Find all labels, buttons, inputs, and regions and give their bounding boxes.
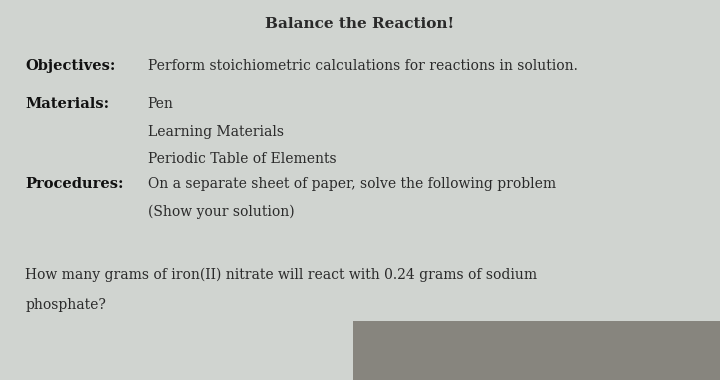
Text: How many grams of iron(II) nitrate will react with 0.24 grams of sodium: How many grams of iron(II) nitrate will … <box>25 268 537 282</box>
Text: Learning Materials: Learning Materials <box>148 125 284 139</box>
Bar <box>353 321 720 380</box>
Text: Objectives:: Objectives: <box>25 59 116 73</box>
Text: Balance the Reaction!: Balance the Reaction! <box>266 17 454 31</box>
Text: (Show your solution): (Show your solution) <box>148 204 294 219</box>
Text: Procedures:: Procedures: <box>25 177 124 191</box>
Text: Perform stoichiometric calculations for reactions in solution.: Perform stoichiometric calculations for … <box>148 59 577 73</box>
Text: On a separate sheet of paper, solve the following problem: On a separate sheet of paper, solve the … <box>148 177 556 191</box>
Text: Pen: Pen <box>148 97 174 111</box>
Text: phosphate?: phosphate? <box>25 298 106 312</box>
Text: Periodic Table of Elements: Periodic Table of Elements <box>148 152 336 166</box>
Text: Materials:: Materials: <box>25 97 109 111</box>
